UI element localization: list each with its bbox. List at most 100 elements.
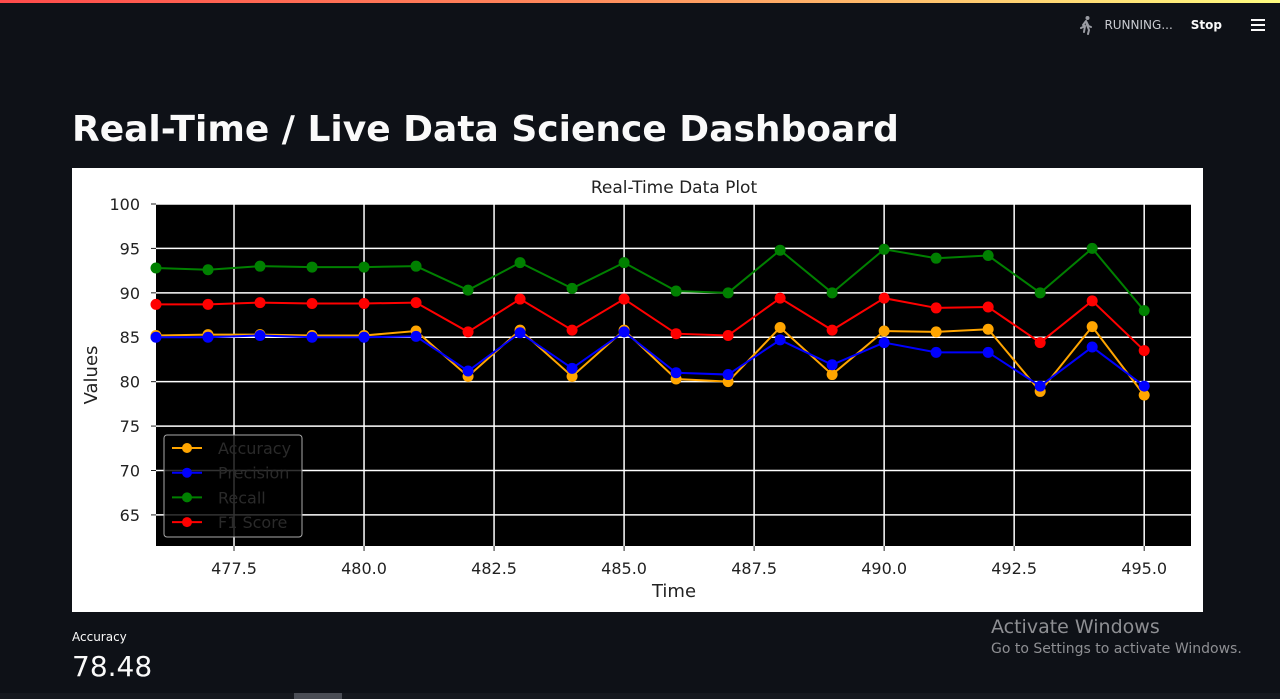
page-title: Real-Time / Live Data Science Dashboard [72, 109, 899, 150]
data-point-recall [202, 264, 214, 276]
data-point-f1-score [982, 301, 994, 313]
data-point-precision [1138, 380, 1150, 392]
data-point-f1-score [410, 297, 422, 309]
legend-label: Recall [218, 488, 266, 507]
x-tick-label: 485.0 [601, 559, 647, 578]
data-point-precision [358, 331, 370, 343]
data-point-recall [722, 287, 734, 299]
data-point-recall [982, 250, 994, 262]
running-man-icon [1080, 16, 1093, 35]
data-point-f1-score [774, 292, 786, 304]
data-point-precision [670, 367, 682, 379]
y-axis-label: Values [81, 346, 102, 405]
data-point-precision [774, 334, 786, 346]
data-point-precision [1086, 341, 1098, 353]
data-point-f1-score [878, 292, 890, 304]
data-point-precision [930, 346, 942, 358]
y-tick-label: 75 [120, 417, 140, 436]
data-point-accuracy [774, 321, 786, 333]
legend-label: Precision [218, 464, 289, 483]
data-point-f1-score [1086, 295, 1098, 307]
data-point-precision [1034, 380, 1046, 392]
data-point-recall [774, 244, 786, 256]
data-point-precision [982, 346, 994, 358]
watermark-title: Activate Windows [991, 616, 1160, 638]
windows-activation-watermark: Activate Windows Go to Settings to activ… [991, 616, 1242, 657]
y-tick-label: 80 [120, 373, 140, 392]
data-point-precision [202, 331, 214, 343]
data-point-recall [462, 284, 474, 296]
data-point-precision [306, 331, 318, 343]
running-indicator: RUNNING... [1076, 15, 1173, 35]
x-axis-label: Time [651, 581, 696, 602]
data-point-precision [514, 327, 526, 339]
status-bar: RUNNING... Stop [1076, 14, 1266, 36]
data-point-recall [930, 252, 942, 264]
y-axis-ticks: 65 70 75 80 85 90 95 100 [109, 195, 156, 525]
chart-title: Real-Time Data Plot [591, 178, 758, 198]
x-tick-label: 492.5 [991, 559, 1037, 578]
data-point-f1-score [150, 298, 162, 310]
series-line-recall [155, 246, 1145, 312]
data-point-f1-score [254, 297, 266, 309]
data-point-recall [1034, 287, 1046, 299]
x-tick-label: 477.5 [211, 559, 257, 578]
watermark-subtitle: Go to Settings to activate Windows. [991, 641, 1242, 657]
metric-label: Accuracy [72, 630, 127, 644]
scrollbar-thumb[interactable] [294, 693, 342, 699]
data-point-precision [462, 365, 474, 377]
y-tick-label: 65 [120, 506, 140, 525]
data-point-precision [150, 331, 162, 343]
x-tick-label: 487.5 [731, 559, 777, 578]
legend-swatch-marker [182, 443, 192, 453]
x-axis-ticks: 477.5 480.0 482.5 485.0 487.5 490.0 492.5 495.0 [211, 546, 1167, 578]
data-point-f1-score [1138, 345, 1150, 357]
legend-box [163, 434, 303, 538]
data-point-f1-score [306, 297, 318, 309]
data-point-recall [410, 260, 422, 272]
x-tick-label: 490.0 [861, 559, 907, 578]
accuracy-metric: Accuracy 78.48 [72, 630, 152, 683]
legend-swatch-marker [182, 467, 192, 478]
data-point-f1-score [930, 302, 942, 314]
data-point-recall [358, 261, 370, 273]
data-point-f1-score [826, 324, 838, 336]
data-point-precision [722, 369, 734, 381]
x-tick-label: 480.0 [341, 559, 387, 578]
data-point-precision [410, 330, 422, 342]
running-status-text: RUNNING... [1104, 18, 1173, 32]
line-chart: Real-Time Data Plot 65 70 75 80 85 90 95 100 47… [81, 178, 1191, 602]
data-point-recall [566, 282, 578, 294]
y-tick-label: 95 [120, 239, 140, 258]
data-point-accuracy [982, 323, 994, 335]
grid-lines [156, 203, 1191, 546]
data-point-recall [1086, 242, 1098, 254]
legend: Accuracy Precision Recall F1 Score [163, 434, 303, 538]
y-tick-label: 90 [120, 284, 140, 303]
data-point-recall [150, 262, 162, 274]
data-point-precision [618, 326, 630, 338]
y-tick-label: 100 [109, 195, 140, 214]
data-point-f1-score [1034, 337, 1046, 349]
horizontal-scrollbar[interactable] [0, 693, 1280, 699]
legend-label: Accuracy [218, 439, 291, 458]
data-point-recall [878, 243, 890, 255]
stop-button[interactable]: Stop [1190, 18, 1222, 32]
x-tick-label: 495.0 [1121, 559, 1167, 578]
hamburger-menu-icon[interactable] [1250, 18, 1266, 32]
data-point-precision [566, 362, 578, 374]
data-point-f1-score [618, 293, 630, 305]
data-point-precision [254, 329, 266, 341]
data-point-recall [618, 257, 630, 269]
data-point-recall [254, 260, 266, 272]
data-point-accuracy [826, 369, 838, 381]
data-point-precision [878, 337, 890, 349]
data-point-f1-score [514, 293, 526, 305]
data-point-recall [1138, 305, 1150, 317]
series-line-accuracy [155, 324, 1145, 396]
top-accent-bar [0, 0, 1280, 3]
data-point-f1-score [670, 328, 682, 340]
data-point-accuracy [878, 325, 890, 337]
data-point-accuracy [566, 370, 578, 382]
data-point-recall [306, 261, 318, 273]
